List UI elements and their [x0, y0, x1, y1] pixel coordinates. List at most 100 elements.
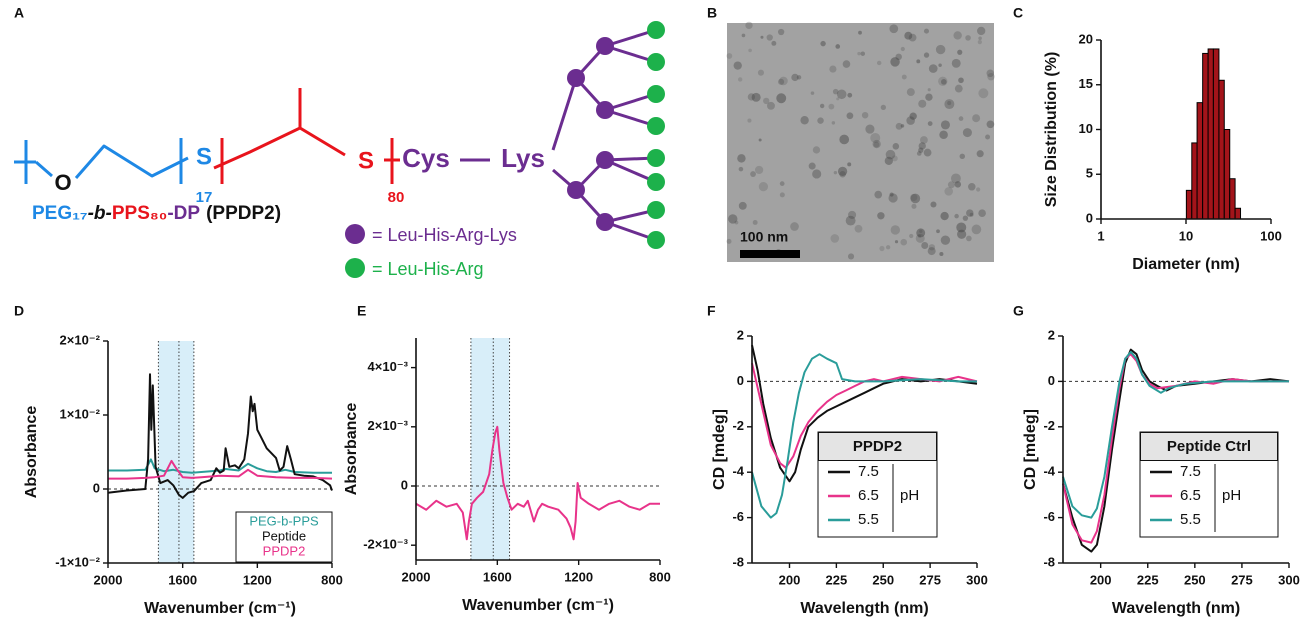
particle — [906, 116, 915, 125]
panel-label: E — [357, 303, 366, 319]
particle — [921, 241, 929, 249]
particle — [978, 209, 986, 218]
particle — [911, 203, 917, 209]
particle — [966, 235, 972, 242]
x-tick-label: 800 — [321, 572, 343, 587]
particle — [800, 116, 809, 125]
legend-label: 5.5 — [858, 511, 879, 528]
bar — [1185, 189, 1193, 220]
residue: Cys — [402, 143, 450, 173]
particle — [858, 30, 862, 35]
x-tick-label: 2000 — [94, 572, 123, 587]
x-tick-label: 275 — [1231, 572, 1253, 587]
bar — [1223, 129, 1231, 220]
y-tick-label: 0 — [737, 373, 744, 388]
particle — [958, 77, 964, 84]
dendron-bonds — [460, 28, 657, 242]
particle — [733, 61, 742, 70]
particle — [884, 156, 893, 165]
particle — [977, 39, 982, 45]
particle — [987, 72, 995, 81]
particle — [951, 58, 961, 68]
particle — [888, 193, 898, 203]
y-tick-label: -2 — [732, 418, 744, 433]
line-series — [107, 373, 333, 499]
x-tick-label: 300 — [966, 572, 988, 587]
node — [596, 101, 614, 119]
y-tick-label: 2×10⁻³ — [368, 418, 409, 433]
y-tick-label: 20 — [1079, 31, 1093, 46]
particle — [951, 173, 961, 184]
particle — [940, 120, 950, 130]
y-tick-label: -4 — [732, 464, 744, 479]
particle — [954, 84, 963, 93]
legend-group: pH — [1222, 487, 1241, 504]
particle — [939, 251, 944, 257]
y-tick-label: 1×10⁻² — [60, 406, 101, 421]
y-tick-label: -1×10⁻² — [55, 554, 100, 569]
particle — [978, 36, 982, 41]
x-tick-label: 300 — [1278, 572, 1300, 587]
key-label: = Leu-His-Arg-Lys — [372, 225, 517, 245]
subscript: 80 — [388, 189, 405, 206]
name-part: -DP — [167, 203, 200, 224]
particle — [918, 142, 926, 150]
x-tick-label: 225 — [1137, 572, 1159, 587]
panel-label: D — [14, 303, 24, 319]
particle — [885, 245, 891, 250]
particle — [758, 138, 762, 142]
y-tick-label: -8 — [732, 554, 744, 569]
structure-bonds — [14, 28, 657, 242]
node — [596, 151, 614, 169]
y-tick-label: 10 — [1079, 121, 1093, 136]
node — [567, 69, 585, 87]
particle — [962, 128, 972, 138]
particle — [936, 229, 940, 234]
node — [596, 37, 614, 55]
particle — [957, 229, 967, 239]
particle — [923, 52, 930, 58]
particle — [935, 44, 946, 55]
panel-label: C — [1013, 5, 1023, 21]
particle — [890, 225, 901, 235]
scale-bar — [740, 250, 800, 258]
particle — [836, 89, 847, 100]
particle — [810, 91, 815, 95]
particle — [879, 245, 885, 252]
particle — [726, 53, 733, 59]
x-tick-label: 200 — [779, 572, 801, 587]
particle — [916, 228, 926, 238]
x-tick-label: 1600 — [483, 569, 512, 584]
particle — [920, 136, 928, 144]
x-tick-label: 1200 — [243, 572, 272, 587]
y-tick-label: -2×10⁻³ — [363, 537, 408, 552]
particle — [857, 51, 861, 56]
y-axis-label: Absorbance — [23, 406, 40, 499]
node — [647, 201, 665, 219]
peg-bonds — [14, 138, 189, 184]
legend-label: PEG-b-PPS — [249, 513, 319, 528]
particle — [779, 76, 788, 86]
y-tick-label: -8 — [1043, 554, 1055, 569]
x-tick-label: 100 — [1260, 228, 1282, 243]
micrograph — [727, 23, 994, 262]
particle — [978, 88, 989, 99]
particle — [757, 69, 764, 76]
particle — [940, 211, 949, 221]
particle — [734, 220, 739, 225]
key-label: = Leu-His-Arg — [372, 259, 484, 279]
legend-title: Peptide Ctrl — [1167, 438, 1251, 455]
scale-bar-label: 100 nm — [740, 229, 788, 245]
legend-label: PPDP2 — [263, 543, 306, 558]
particle — [760, 35, 764, 39]
particle — [876, 60, 882, 66]
y-tick-label: -2 — [1043, 418, 1055, 433]
legend-label: 6.5 — [858, 487, 879, 504]
y-tick-label: -4 — [1043, 464, 1055, 479]
line-series — [108, 459, 333, 480]
particle — [791, 73, 799, 82]
particle — [985, 134, 991, 140]
legend-header — [818, 432, 937, 461]
y-tick-label: 0 — [93, 480, 100, 495]
node — [647, 149, 665, 167]
